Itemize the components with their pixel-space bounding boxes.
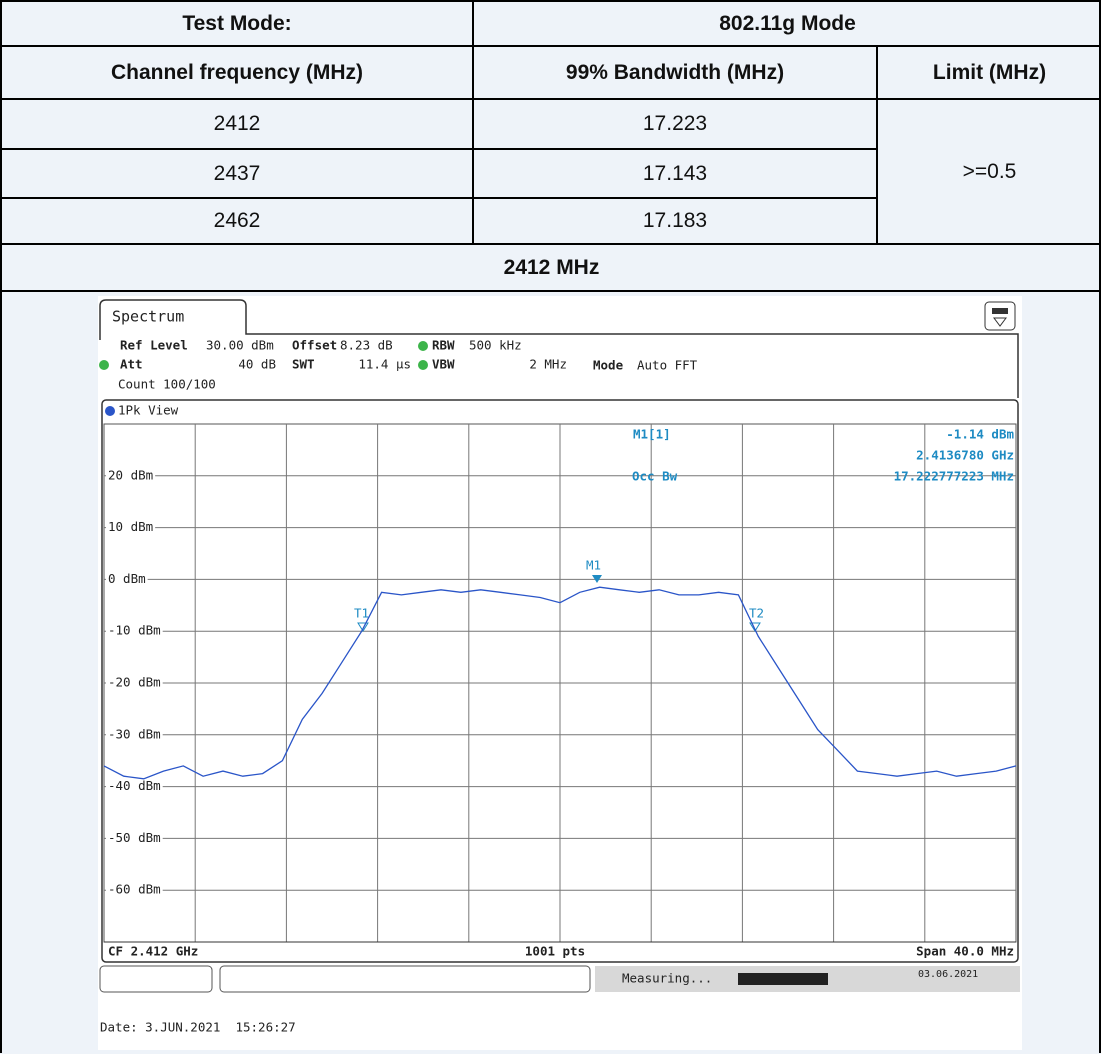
progress [738, 973, 828, 985]
cf: CF 2.412 GHz [108, 944, 198, 959]
trace-dot [105, 406, 115, 416]
label-bg [106, 778, 163, 795]
date: Date: 3.JUN.2021 15:26:27 [100, 1020, 296, 1035]
cell: Test Mode: [0, 0, 474, 47]
row: 2462 17.183 [0, 197, 1101, 245]
setting-value: 40 dB [238, 357, 276, 372]
label-bg [106, 726, 163, 743]
setting-label: RBW [432, 338, 455, 353]
cell: 2412 [0, 98, 474, 150]
setting-value: 8.23 dB [340, 338, 393, 353]
setting-label: Ref Level [120, 338, 188, 353]
view-label: 1Pk View [118, 403, 179, 418]
trace [103, 586, 1017, 780]
y-tick-label: -20 dBm [108, 675, 161, 690]
cell: 802.11g Mode [472, 0, 1101, 47]
tab-outline [99, 299, 1019, 398]
setting-label: VBW [432, 357, 455, 372]
status-date: 03.06.2021 [918, 969, 978, 980]
label-bg [106, 467, 156, 484]
setting-label: Mode [593, 358, 624, 373]
row: Channel frequency (MHz) 99% Bandwidth (M… [0, 45, 1101, 100]
y-tick-label: -60 dBm [108, 882, 161, 897]
setting-label: Att [120, 357, 143, 372]
cell: 2412 MHz [0, 243, 1101, 292]
tab-label: Spectrum [112, 308, 184, 326]
marker-freq: 2.4136780 GHz [916, 448, 1014, 463]
marker-symbol [749, 622, 761, 632]
marker-symbol [357, 622, 369, 632]
row: 2437 17.143 [0, 148, 1101, 199]
marker-name: M1[1] [633, 427, 671, 442]
label-bg [106, 830, 163, 847]
cell: 99% Bandwidth (MHz) [472, 45, 878, 100]
row: 2412 MHz [0, 243, 1101, 292]
label-bg [106, 519, 156, 536]
y-tick-label: -10 dBm [108, 623, 161, 638]
status: Measuring... [622, 971, 712, 986]
label-bg [106, 882, 163, 899]
setting-value: 2 MHz [529, 357, 567, 372]
marker-label: M1 [586, 558, 601, 573]
marker-level: -1.14 dBm [946, 427, 1014, 442]
menu-icon-part [993, 317, 1007, 327]
y-tick-label: 0 dBm [108, 571, 146, 586]
y-tick-label: -50 dBm [108, 830, 161, 845]
cell: 2437 [0, 148, 474, 199]
menu-icon-part [992, 308, 1008, 314]
cell: 17.223 [472, 98, 878, 150]
marker-symbol [592, 575, 602, 583]
status-box [219, 965, 591, 993]
points: 1001 pts [525, 944, 585, 959]
label-bg [106, 675, 163, 691]
setting-value: 500 kHz [469, 338, 522, 353]
status-dot [418, 341, 428, 351]
label-bg [106, 571, 148, 588]
status-dot [99, 360, 109, 370]
occ-value: 17.222777223 MHz [894, 469, 1014, 484]
cell: 2462 [0, 197, 474, 245]
cell: Channel frequency (MHz) [0, 45, 474, 100]
row: Test Mode: 802.11g Mode [0, 0, 1101, 47]
setting-value: 11.4 µs [358, 357, 411, 372]
label-bg [106, 623, 163, 640]
status-dot [418, 360, 428, 370]
y-tick-label: 20 dBm [108, 467, 153, 482]
occ-label: Occ Bw [632, 469, 678, 484]
setting-value: Auto FFT [637, 358, 698, 373]
cell: Limit (MHz) [876, 45, 1101, 100]
y-tick-label: 10 dBm [108, 519, 153, 534]
marker-label: T1 [354, 606, 369, 621]
result-table: Test Mode: 802.11g Mode Channel frequenc… [0, 0, 1101, 292]
setting-label: SWT [292, 357, 315, 372]
count: Count 100/100 [118, 377, 216, 392]
row: 2412 17.223 >=0.5 [0, 98, 1101, 245]
span: Span 40.0 MHz [916, 944, 1014, 959]
status-box [99, 965, 213, 993]
setting-label: Offset [292, 338, 337, 353]
y-tick-label: -30 dBm [108, 726, 161, 741]
cell: 17.143 [472, 148, 878, 199]
spectrum-screenshot: Spectrum Ref Level 30.00 dBm Offset 8.23… [98, 296, 1022, 1050]
y-tick-label: -40 dBm [108, 778, 161, 793]
setting-value: 30.00 dBm [206, 338, 274, 353]
cell: >=0.5 [876, 98, 1101, 245]
marker-label: T2 [749, 606, 764, 621]
cell: 17.183 [472, 197, 878, 245]
